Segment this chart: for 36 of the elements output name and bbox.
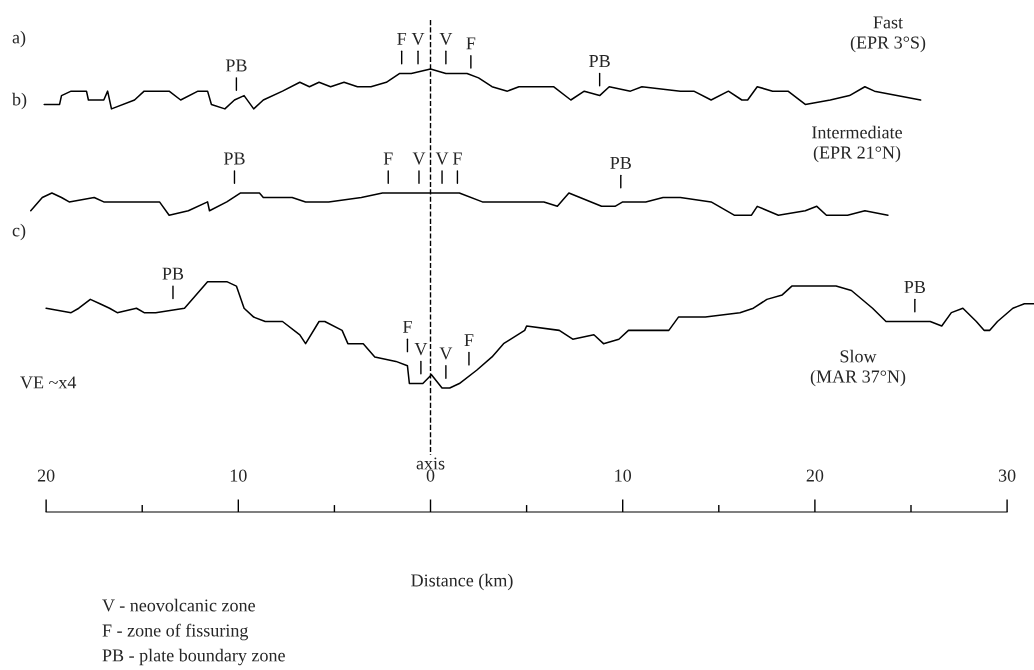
annotation: F	[464, 334, 474, 347]
x-tick-label: 20	[37, 469, 55, 482]
annotation: F	[383, 152, 393, 165]
annotation: PB	[610, 156, 631, 169]
x-tick-label: 30	[998, 469, 1016, 482]
annotation: V	[439, 347, 453, 360]
annotation: V	[414, 343, 428, 356]
annotation: c)	[12, 223, 26, 241]
annotation: Intermediate (EPR 21°N)	[812, 125, 902, 163]
annotation: V	[435, 152, 449, 165]
x-tick-label: 20	[806, 469, 824, 482]
annotation: F	[466, 37, 476, 50]
annotation: PB	[904, 281, 925, 293]
annotation: VE ~x4	[20, 376, 77, 389]
annotation: V	[439, 32, 453, 46]
x-tick-label: 0	[426, 469, 435, 482]
annotation: PB	[223, 152, 245, 165]
text: PB - plate boundary zone	[102, 648, 285, 666]
text: V - neovolcanic zone	[102, 598, 255, 612]
annotation: F	[402, 320, 412, 333]
annotation: V	[412, 152, 426, 165]
annotation: PB	[225, 59, 247, 72]
text: Distance (km)	[411, 573, 513, 591]
annotation: V	[411, 32, 425, 46]
annotation: F	[397, 32, 407, 45]
annotation: PB	[162, 267, 184, 280]
ref-line-label: axis	[416, 457, 445, 470]
annotation: Slow (MAR 37°N)	[810, 349, 906, 387]
text: F - zone of fissuring	[102, 623, 249, 641]
annotation: F	[452, 152, 462, 165]
x-tick-label: 10	[230, 469, 247, 482]
x-tick-label: 10	[615, 469, 632, 482]
annotation: b)	[12, 92, 27, 110]
text: a)	[12, 30, 26, 48]
text: Fast (EPR 3°S)	[850, 16, 926, 53]
annotation: PB	[589, 55, 610, 67]
